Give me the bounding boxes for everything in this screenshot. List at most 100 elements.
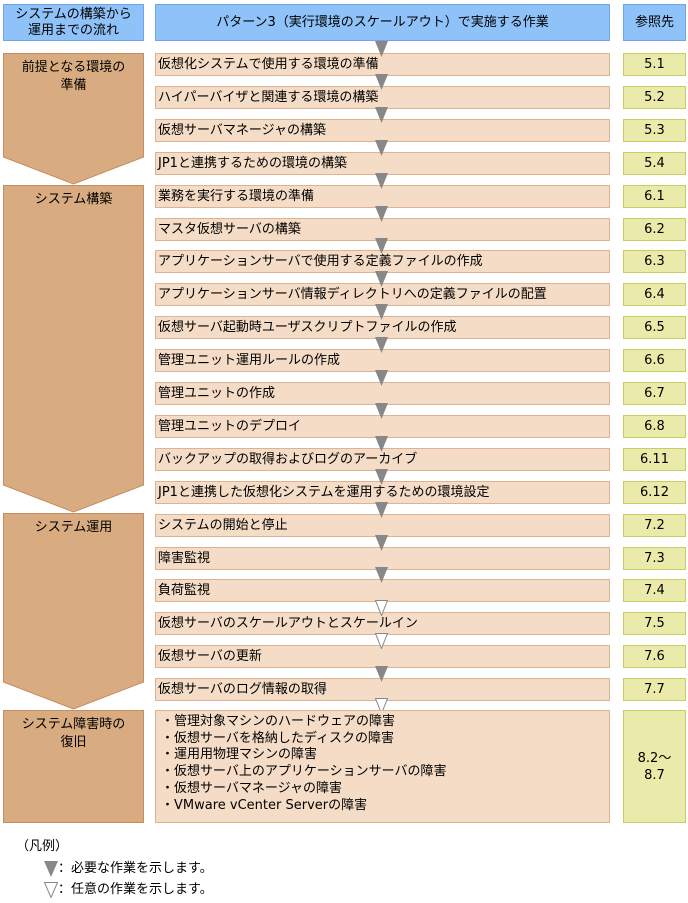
filled-arrow-icon — [375, 206, 388, 222]
task-row: 管理ユニットのデプロイ — [155, 415, 610, 438]
filled-arrow-icon — [375, 74, 388, 90]
task-label: 仮想サーバのスケールアウトとスケールイン — [158, 616, 418, 631]
reference-cell: 6.11 — [623, 448, 686, 471]
header-flow: システムの構築から 運用までの流れ — [3, 4, 144, 41]
filled-arrow-icon — [375, 304, 388, 320]
hollow-arrow-icon — [375, 633, 388, 649]
task-row: アプリケーションサーバで使用する定義ファイルの作成 — [155, 250, 610, 273]
reference-cell: 5.4 — [623, 152, 686, 175]
recovery-ref: 8.2～ 8.7 — [623, 710, 686, 823]
phase-label: システム運用 — [34, 520, 113, 535]
task-label: 業務を実行する環境の準備 — [158, 189, 315, 204]
reference-cell: 6.2 — [623, 218, 686, 241]
task-label: ハイパーバイザと関連する環境の構築 — [158, 90, 379, 105]
legend-optional: ：任意の作業を示します。 — [43, 878, 213, 899]
task-label: アプリケーションサーバで使用する定義ファイルの作成 — [158, 254, 483, 269]
hollow-arrow-icon — [375, 698, 388, 714]
recovery-ref-line1: 8.2～ — [637, 750, 672, 766]
hollow-arrow-icon — [43, 881, 59, 899]
recovery-task-box: ・管理対象マシンのハードウェアの障害 ・仮想サーバを格納したディスクの障害 ・運用用… — [155, 710, 610, 823]
filled-arrow-icon — [375, 436, 388, 452]
task-row: 仮想サーバのログ情報の取得 — [155, 678, 610, 701]
task-label: 仮想サーバの更新 — [158, 649, 262, 664]
phase-1: システム構築 — [3, 185, 144, 513]
task-label: マスタ仮想サーバの構築 — [158, 222, 301, 237]
legend-required-text: ：必要な作業を示します。 — [58, 861, 213, 876]
phase-shape — [3, 53, 144, 185]
filled-arrow-icon — [375, 337, 388, 353]
filled-arrow-icon — [375, 403, 388, 419]
task-label: 管理ユニットのデプロイ — [158, 419, 302, 434]
phase-label: システム構築 — [34, 192, 113, 207]
header-flow-line1: システムの構築から — [15, 6, 132, 22]
reference-cell: 7.4 — [623, 579, 686, 602]
hollow-arrow-icon — [375, 600, 388, 616]
legend-optional-text: ：任意の作業を示します。 — [58, 882, 213, 897]
recovery-ref-line2: 8.7 — [644, 767, 665, 783]
task-label: 管理ユニット運用ルールの作成 — [158, 353, 341, 368]
phase-label: システム障害時の 復旧 — [21, 717, 126, 750]
task-label: 仮想化システムで使用する環境の準備 — [158, 57, 379, 72]
task-label: 仮想サーバ起動時ユーザスクリプトファイルの作成 — [158, 320, 457, 335]
reference-cell: 6.8 — [623, 415, 686, 438]
task-label: 仮想サーバマネージャの構築 — [158, 123, 326, 138]
reference-cell: 7.5 — [623, 612, 686, 635]
reference-cell: 6.6 — [623, 349, 686, 372]
reference-cell: 6.1 — [623, 185, 686, 208]
header-flow-line2: 運用までの流れ — [27, 22, 119, 38]
filled-arrow-icon — [375, 238, 388, 254]
reference-cell: 7.2 — [623, 514, 686, 537]
filled-arrow-icon — [375, 502, 388, 518]
header-tasks: パターン3（実行環境のスケールアウト）で実施する作業 — [155, 4, 610, 41]
filled-arrow-icon — [375, 140, 388, 156]
reference-cell: 7.6 — [623, 645, 686, 668]
reference-cell: 5.3 — [623, 119, 686, 142]
filled-arrow-icon — [375, 271, 388, 287]
phase-shape — [3, 185, 144, 513]
recovery-item: ・仮想サーバ上のアプリケーションサーバの障害 — [161, 764, 447, 780]
phase-0: 前提となる環境の 準備 — [3, 53, 144, 185]
filled-arrow-icon — [375, 469, 388, 485]
filled-arrow-icon — [375, 173, 388, 189]
task-label: 仮想サーバのログ情報の取得 — [158, 682, 327, 697]
reference-cell: 6.7 — [623, 382, 686, 405]
reference-cell: 7.3 — [623, 547, 686, 570]
phase-3: システム障害時の 復旧 — [3, 710, 144, 823]
recovery-item: ・管理対象マシンのハードウェアの障害 — [161, 714, 396, 729]
task-label: 管理ユニットの作成 — [158, 386, 276, 401]
reference-cell: 6.5 — [623, 316, 686, 339]
reference-cell: 6.3 — [623, 250, 686, 273]
recovery-item: ・仮想サーバマネージャの障害 — [161, 780, 342, 796]
phase-2: システム運用 — [3, 513, 144, 710]
task-label: アプリケーションサーバ情報ディレクトリへの定義ファイルの配置 — [158, 287, 547, 302]
task-label: JP1と連携するための環境の構築 — [158, 156, 347, 171]
recovery-item: ・仮想サーバを格納したディスクの障害 — [161, 730, 394, 746]
task-label: バックアップの取得およびログのアーカイブ — [158, 452, 418, 467]
phase-shape — [3, 513, 144, 710]
filled-arrow-icon — [375, 107, 388, 123]
reference-cell: 6.4 — [623, 283, 686, 306]
task-label: 障害監視 — [158, 551, 211, 566]
legend-required: ：必要な作業を示します。 — [44, 857, 213, 877]
phase-label: 前提となる環境の 準備 — [21, 60, 126, 93]
reference-cell: 5.2 — [623, 86, 686, 109]
recovery-item: ・VMware vCenter Serverの障害 — [161, 797, 368, 813]
filled-arrow-icon — [375, 567, 388, 583]
task-row: 仮想化システムで使用する環境の準備 — [155, 53, 610, 76]
reference-cell: 7.7 — [623, 678, 686, 701]
filled-arrow-icon — [375, 370, 388, 386]
task-label: システムの開始と停止 — [158, 518, 288, 533]
filled-arrow-icon — [375, 535, 388, 551]
reference-cell: 6.12 — [623, 481, 686, 504]
task-label: JP1と連携した仮想化システムを運用するための環境設定 — [158, 485, 490, 500]
filled-arrow-icon — [375, 666, 388, 682]
header-reference: 参照先 — [623, 4, 686, 41]
reference-cell: 5.1 — [623, 53, 686, 76]
filled-arrow-icon — [44, 860, 58, 877]
phase-shape — [3, 710, 144, 823]
filled-arrow-icon — [375, 41, 388, 57]
legend-title: （凡例） — [16, 839, 69, 854]
recovery-item: ・運用用物理マシンの障害 — [161, 747, 318, 763]
task-label: 負荷監視 — [158, 583, 211, 598]
